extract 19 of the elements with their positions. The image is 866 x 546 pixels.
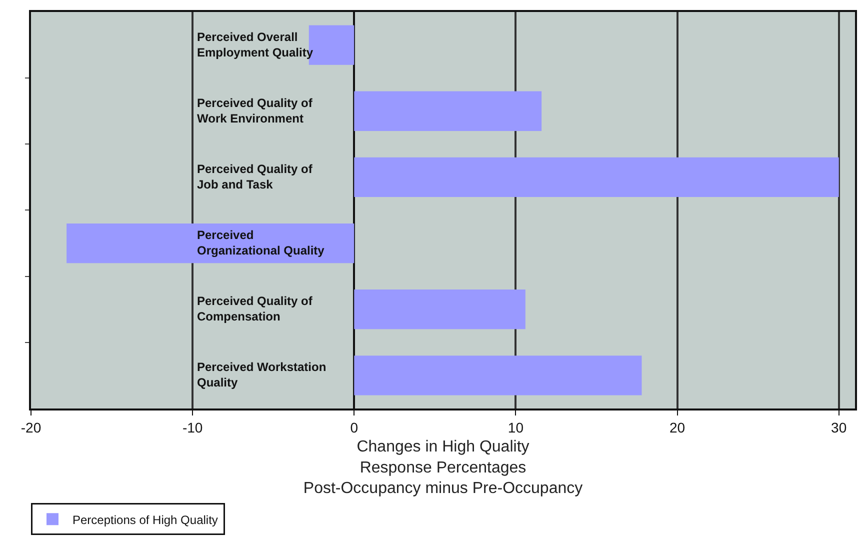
x-tick-label: -10: [182, 419, 203, 436]
bar: [354, 290, 526, 330]
y-tick-label: Perceived Organizational Quality: [197, 228, 325, 258]
x-tick-label: 20: [669, 419, 686, 436]
y-tick-label: Perceived Quality of Job and Task: [197, 162, 314, 192]
x-tick-label: -20: [20, 419, 42, 436]
bar: [354, 356, 642, 396]
bar: [354, 91, 542, 131]
x-tick-label: 10: [508, 419, 524, 436]
x-tick-label: 30: [831, 419, 847, 436]
x-tick-label: 0: [350, 419, 358, 436]
y-tick-label: Perceived Overall Employment Quality: [197, 30, 314, 60]
y-tick-label: Perceived Quality of Compensation: [197, 294, 314, 324]
x-axis-title: Changes in High Quality Response Percentages Post-Occupancy minus Pre-Occupancy: [303, 438, 583, 498]
y-tick-label: Perceived Quality of Work Environment: [197, 96, 314, 126]
legend-label: Perceptions of High Quality: [72, 512, 218, 527]
bar: [66, 223, 354, 264]
y-tick-label: Perceived Workstation Quality: [197, 360, 326, 390]
bar: [354, 157, 839, 198]
